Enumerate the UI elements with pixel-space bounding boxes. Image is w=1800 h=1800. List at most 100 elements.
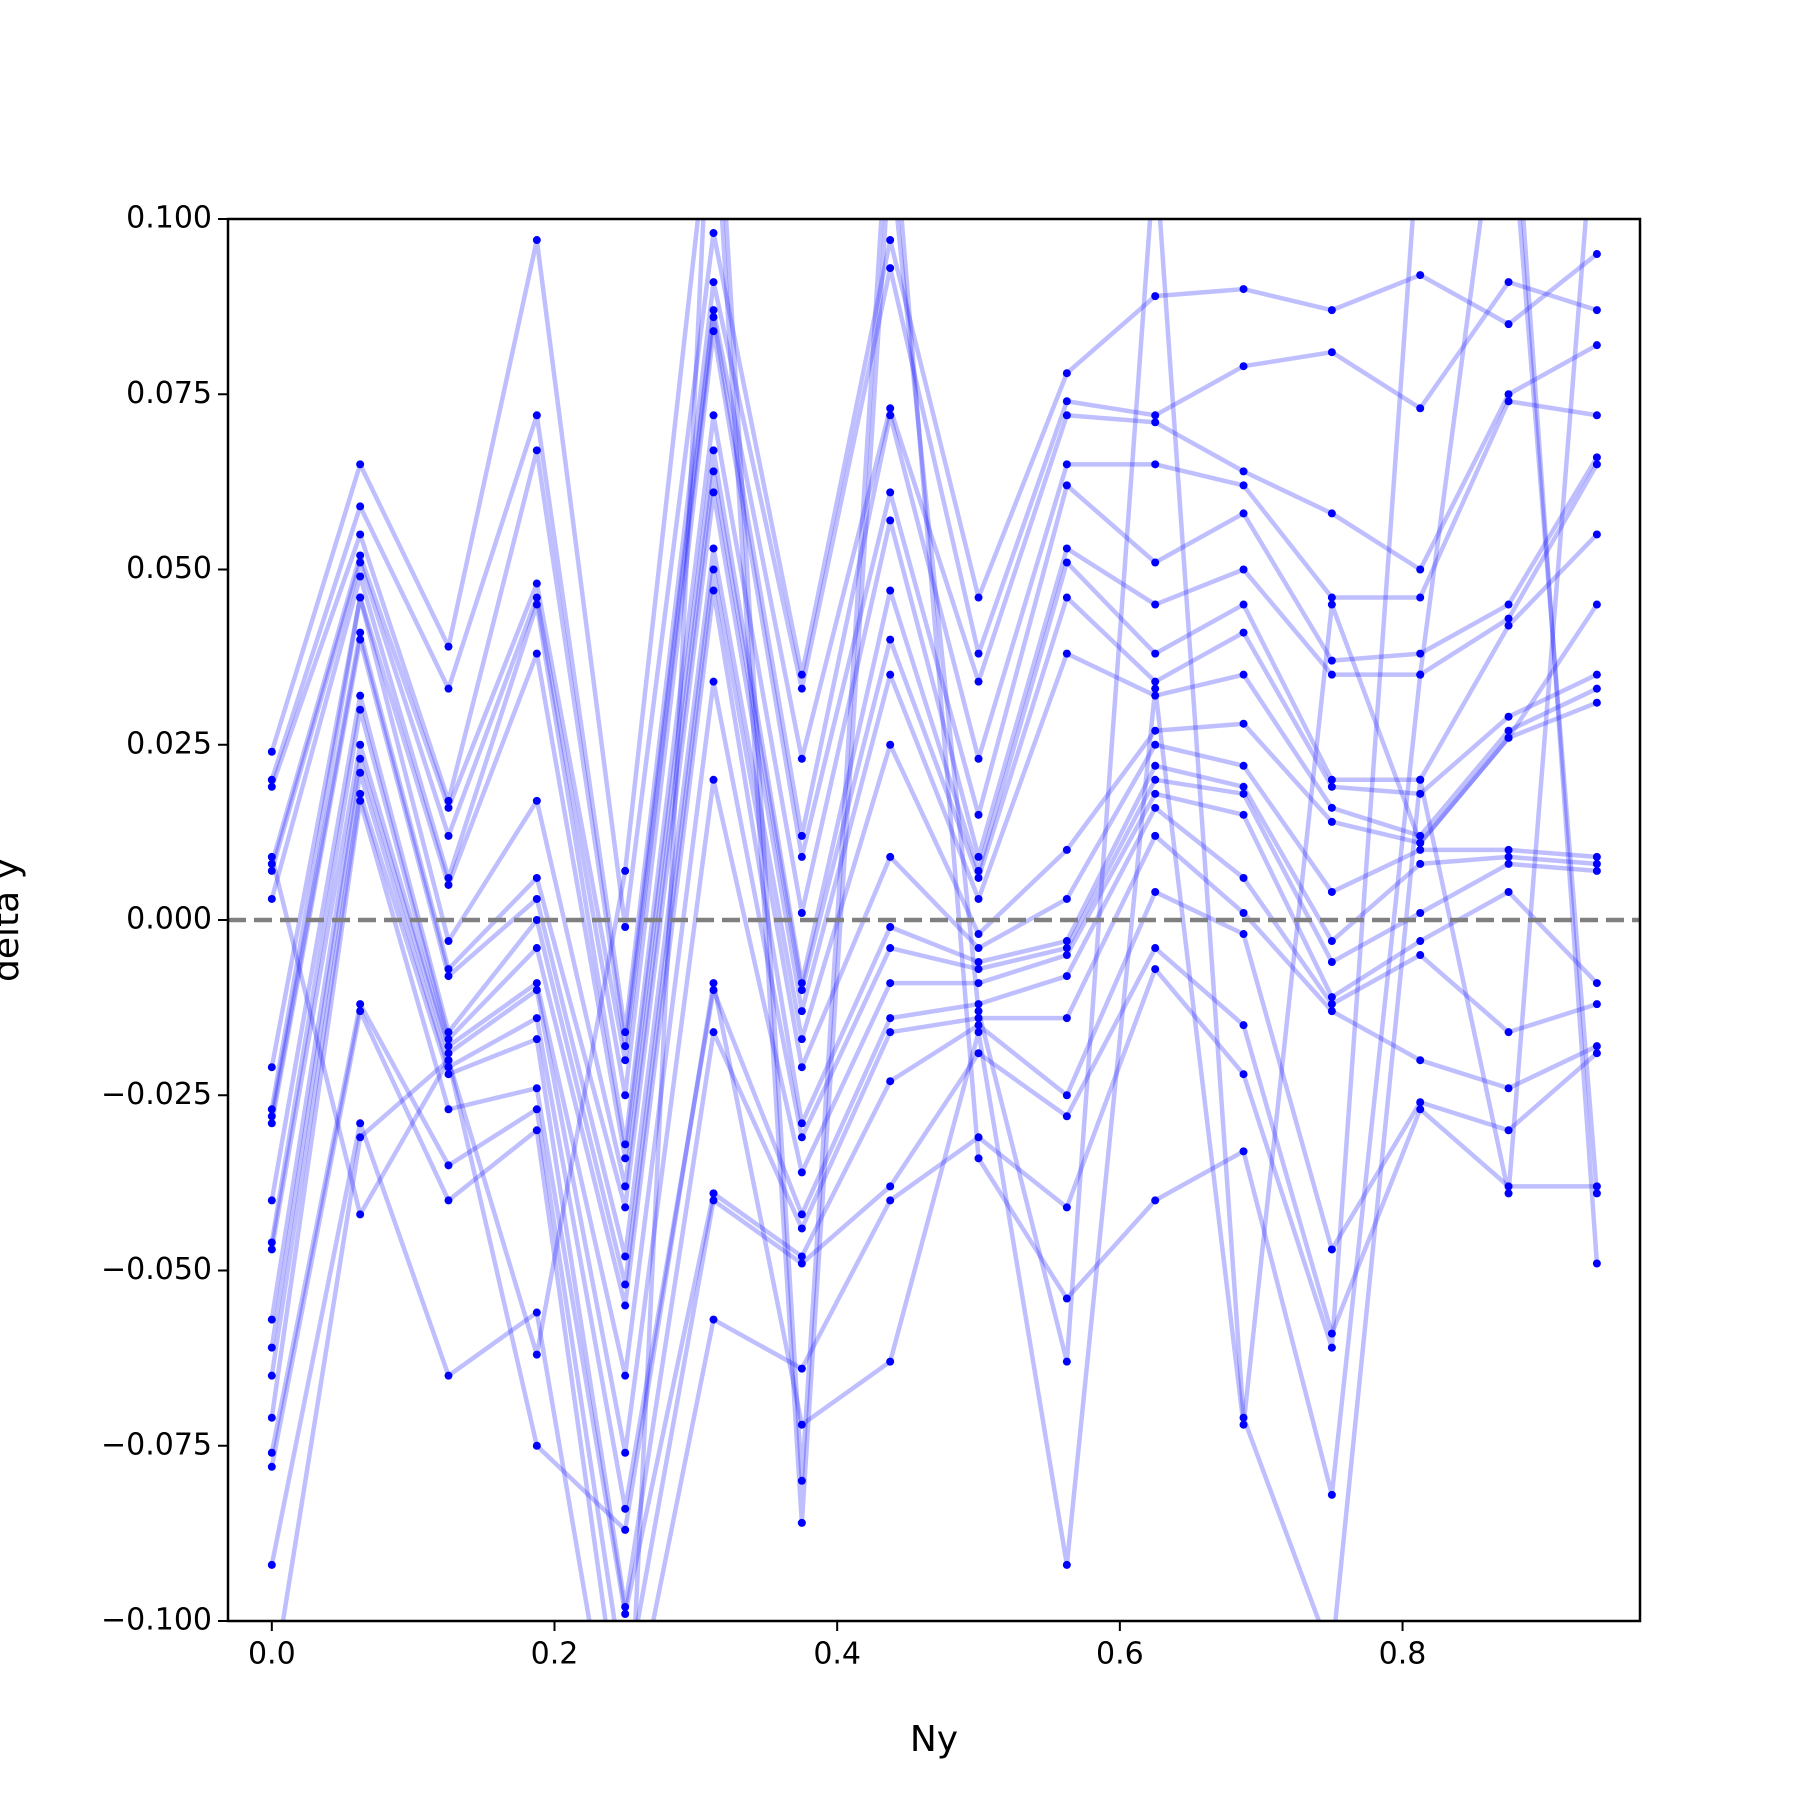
data-point (444, 873, 453, 882)
data-point (1239, 1070, 1248, 1079)
data-point (886, 1357, 895, 1366)
series-line (269, 567, 1598, 1287)
data-point (886, 145, 894, 153)
data-point (1328, 1652, 1336, 1660)
data-point (974, 873, 983, 882)
data-point (356, 1210, 365, 1219)
data-point (1239, 930, 1248, 939)
data-point (709, 229, 718, 238)
data-point (1062, 558, 1071, 567)
data-point (1151, 145, 1159, 153)
data-point (1239, 362, 1248, 371)
data-point (974, 677, 983, 686)
data-point (886, 740, 895, 749)
data-point (1327, 782, 1336, 791)
data-point (1592, 866, 1601, 875)
data-point (886, 586, 895, 595)
data-point (709, 306, 718, 315)
data-point (532, 1441, 541, 1450)
data-point (1504, 614, 1513, 623)
data-point (797, 1119, 806, 1128)
data-point (1062, 460, 1071, 469)
data-point (797, 908, 806, 917)
y-tick-label: −0.050 (101, 1252, 212, 1287)
data-point (1239, 670, 1248, 679)
data-point (267, 775, 276, 784)
data-point (710, 5, 718, 13)
data-point (267, 1413, 276, 1422)
data-point (356, 754, 365, 763)
data-point (1062, 1560, 1071, 1569)
data-point (1151, 677, 1160, 686)
data-point (532, 916, 541, 924)
data-point (267, 782, 276, 791)
data-point (1151, 411, 1160, 420)
data-point (621, 1203, 630, 1212)
data-point (267, 747, 276, 756)
data-point (1504, 1084, 1513, 1093)
data-point (1504, 859, 1513, 868)
y-tick-label: 0.050 (126, 551, 212, 586)
data-point (621, 1301, 630, 1310)
data-point (1592, 1182, 1601, 1191)
data-point (974, 894, 983, 903)
data-point (1151, 1196, 1160, 1205)
data-point (1504, 1189, 1513, 1198)
series-line (269, 328, 1599, 1098)
data-point (709, 488, 718, 497)
data-point (1239, 810, 1248, 819)
series-line (269, 448, 1599, 1161)
data-point (1592, 530, 1601, 539)
data-point (886, 1196, 895, 1205)
series-line (269, 490, 1598, 1210)
data-point (621, 1091, 630, 1100)
series-line (269, 546, 1598, 1259)
data-point (532, 600, 541, 609)
data-point (356, 1133, 365, 1142)
data-point (356, 530, 365, 539)
data-point (444, 965, 453, 974)
data-point (797, 1420, 806, 1429)
data-point (886, 404, 895, 413)
data-point (1151, 684, 1160, 693)
data-point (532, 411, 541, 420)
data-point (1592, 1000, 1601, 1009)
data-point (1062, 397, 1071, 406)
data-point (1416, 845, 1425, 854)
data-point (1062, 481, 1071, 490)
data-point (1151, 887, 1160, 896)
data-point (1592, 411, 1601, 420)
x-tick-label: 0.0 (248, 1637, 296, 1672)
data-point (974, 754, 983, 763)
data-point (709, 278, 718, 287)
data-point (1239, 481, 1248, 490)
data-point (532, 796, 541, 805)
data-point (1592, 698, 1601, 707)
series-line (269, 219, 1600, 1621)
data-point (974, 593, 983, 602)
data-point (797, 1210, 806, 1219)
data-point (1239, 873, 1248, 882)
data-point (356, 628, 365, 637)
data-point (1592, 460, 1601, 469)
data-point (1505, 5, 1513, 13)
data-point (1504, 1182, 1513, 1191)
data-point (621, 1042, 630, 1051)
data-point (1327, 993, 1336, 1002)
y-tick-label: 0.025 (126, 726, 212, 761)
data-point (709, 446, 718, 455)
data-point (797, 1168, 806, 1177)
data-point (1151, 600, 1160, 609)
data-point (1416, 908, 1425, 917)
data-point (1151, 726, 1160, 735)
data-point (1151, 292, 1160, 301)
data-point (886, 264, 895, 273)
data-point (709, 1028, 718, 1037)
series-line (269, 945, 1597, 1621)
data-point (1239, 285, 1248, 294)
data-point (1327, 656, 1336, 665)
data-point (267, 859, 276, 868)
data-point (1327, 958, 1336, 967)
data-point (974, 1000, 983, 1009)
data-point (797, 1518, 806, 1527)
